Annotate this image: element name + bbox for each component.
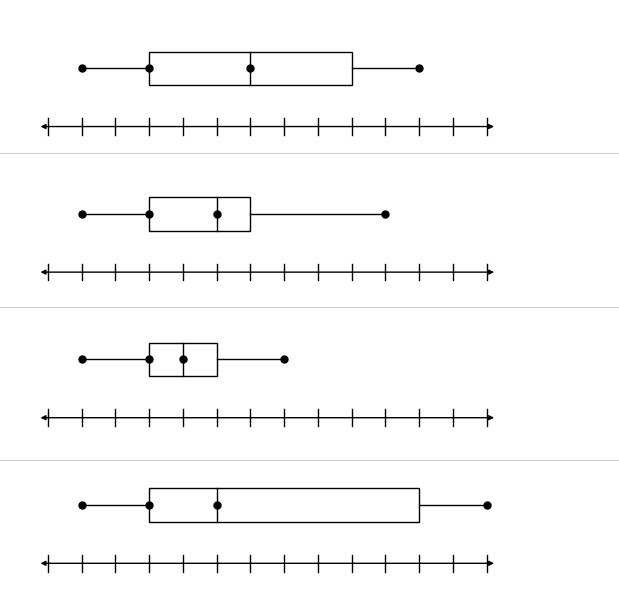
Bar [149, 51, 352, 85]
Bar [149, 343, 217, 376]
Bar [149, 489, 419, 522]
Bar [149, 197, 251, 230]
